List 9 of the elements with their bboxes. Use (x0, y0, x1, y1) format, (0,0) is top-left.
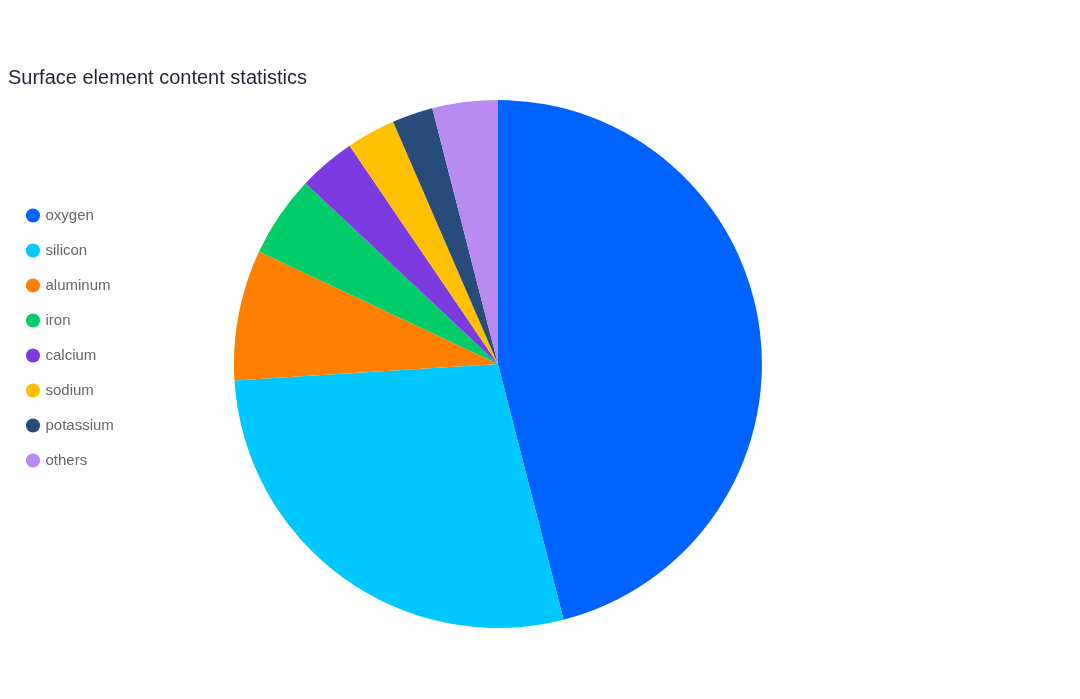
legend-label: potassium (45, 415, 114, 433)
chart-title: Surface element content statistics (8, 65, 308, 88)
legend-label: oxygen (45, 205, 94, 223)
legend-label: silicon (45, 240, 88, 258)
legend-label: iron (45, 310, 71, 328)
legend-label: sodium (45, 380, 94, 398)
legend-label: others (45, 450, 88, 468)
legend-label: aluminum (45, 275, 111, 293)
legend-label: calcium (45, 345, 97, 363)
